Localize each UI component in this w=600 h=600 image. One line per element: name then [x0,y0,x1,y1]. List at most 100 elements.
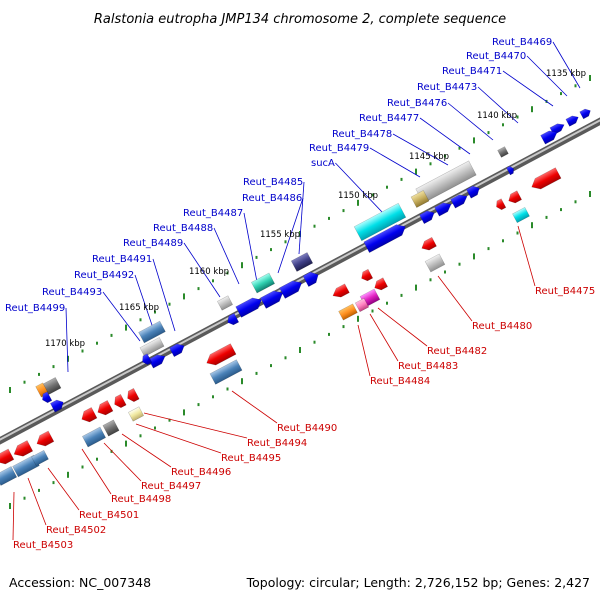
chromosome-backbone [0,117,600,445]
gene-feature [142,353,153,366]
gene-feature [506,165,514,176]
gene-feature [508,190,522,204]
label-leader-line [392,133,449,166]
gene-label-reverse[interactable]: Reut_B4496 [171,467,231,478]
gene-feature [209,359,243,385]
gene-feature [138,320,166,344]
gene-feature [410,190,430,208]
gene-feature [450,194,468,209]
scale-label: 1170 kbp [45,339,85,349]
scale-label: 1135 kbp [546,69,586,79]
gene-label-reverse[interactable]: Reut_B4495 [221,453,281,464]
label-leader-line [213,227,240,285]
label-leader-line [102,291,141,342]
gene-feature [235,297,262,318]
gene-feature [421,236,437,251]
label-leader-line [369,147,421,178]
label-leader-line [143,412,248,439]
gene-feature [496,198,507,211]
gene-feature [128,406,144,422]
gene-label-forward[interactable]: Reut_B4489 [123,238,183,249]
gene-feature [332,283,350,298]
gene-feature [512,206,530,224]
gene-label-forward[interactable]: Reut_B4491 [92,254,152,265]
label-leader-line [134,274,156,335]
accession-text: Accession: NC_007348 [9,575,151,590]
gene-label-forward[interactable]: Reut_B4476 [387,98,447,109]
gene-label-reverse[interactable]: Reut_B4494 [247,438,307,449]
summary-text: Topology: circular; Length: 2,726,152 bp… [246,575,590,590]
gene-feature [169,343,185,358]
gene-label-reverse[interactable]: Reut_B4484 [370,376,430,387]
gene-label-reverse[interactable]: Reut_B4497 [141,481,201,492]
gene-label-reverse[interactable]: Reut_B4482 [427,346,487,357]
scale-label: 1155 kbp [260,230,300,240]
label-leader-line [298,181,305,255]
label-leader-line [103,442,142,482]
gene-feature [353,202,407,242]
label-leader-line [231,390,278,424]
gene-label-reverse[interactable]: Reut_B4501 [79,510,139,521]
gene-label-reverse[interactable]: Reut_B4483 [398,361,458,372]
gene-feature [114,394,127,409]
gene-label-reverse[interactable]: Reut_B4490 [277,423,337,434]
gene-label-forward[interactable]: Reut_B4470 [466,51,526,62]
gene-feature [579,108,591,120]
gene-label-forward[interactable]: Reut_B4499 [5,303,65,314]
gene-feature [12,454,40,478]
gene-feature [497,146,509,158]
gene-label-forward[interactable]: Reut_B4493 [42,287,102,298]
gene-feature [227,312,240,326]
gene-label-forward[interactable]: Reut_B4473 [417,82,477,93]
label-leader-line [502,70,554,107]
gene-features [0,108,591,486]
gene-label-forward[interactable]: Reut_B4486 [242,193,302,204]
gene-label-forward[interactable]: Reut_B4471 [442,66,502,77]
label-leader-line [65,307,69,373]
label-leader-line [437,275,473,322]
gene-feature [424,253,446,273]
gene-label-forward[interactable]: Reut_B4492 [74,270,134,281]
gene-label-forward[interactable]: Reut_B4469 [492,37,552,48]
gene-feature [354,297,370,313]
gene-feature [434,202,452,217]
gene-feature [97,400,114,416]
gene-feature [0,448,15,465]
gene-feature [419,210,435,225]
gene-feature [374,277,388,291]
gene-feature [540,130,558,145]
gene-feature [290,252,314,272]
gene-label-forward[interactable]: Reut_B4477 [359,113,419,124]
gene-feature [139,337,165,357]
label-leader-line [357,324,371,377]
gene-label-forward[interactable]: Reut_B4488 [153,223,213,234]
label-leader-line [369,313,399,362]
gene-feature [363,224,406,253]
label-leader-line [47,467,80,511]
gene-label-reverse[interactable]: Reut_B4502 [46,525,106,536]
label-leader-line [552,41,581,89]
gene-label-reverse[interactable]: Reut_B4503 [13,540,73,551]
label-leader-line [277,197,304,274]
scale-label: 1140 kbp [477,111,517,121]
scale-label: 1145 kbp [409,152,449,162]
gene-label-forward[interactable]: sucA [311,158,335,169]
scale-label: 1160 kbp [189,267,229,277]
gene-label-reverse[interactable]: Reut_B4480 [472,321,532,332]
gene-feature [36,430,55,447]
gene-label-forward[interactable]: Reut_B4485 [243,177,303,188]
map-title: Ralstonia eutropha JMP134 chromosome 2, … [94,12,506,27]
gene-feature [217,295,233,311]
gene-label-forward[interactable]: Reut_B4479 [309,143,369,154]
gene-feature [338,303,358,321]
gene-feature [42,391,53,404]
gene-feature [13,440,34,457]
label-leader-line [183,242,221,298]
gene-label-forward[interactable]: Reut_B4487 [183,208,243,219]
label-leader-line [243,212,258,283]
gene-label-reverse[interactable]: Reut_B4475 [535,286,595,297]
gene-label-forward[interactable]: Reut_B4478 [332,129,392,140]
gene-feature [206,343,237,366]
gene-label-reverse[interactable]: Reut_B4498 [111,494,171,505]
